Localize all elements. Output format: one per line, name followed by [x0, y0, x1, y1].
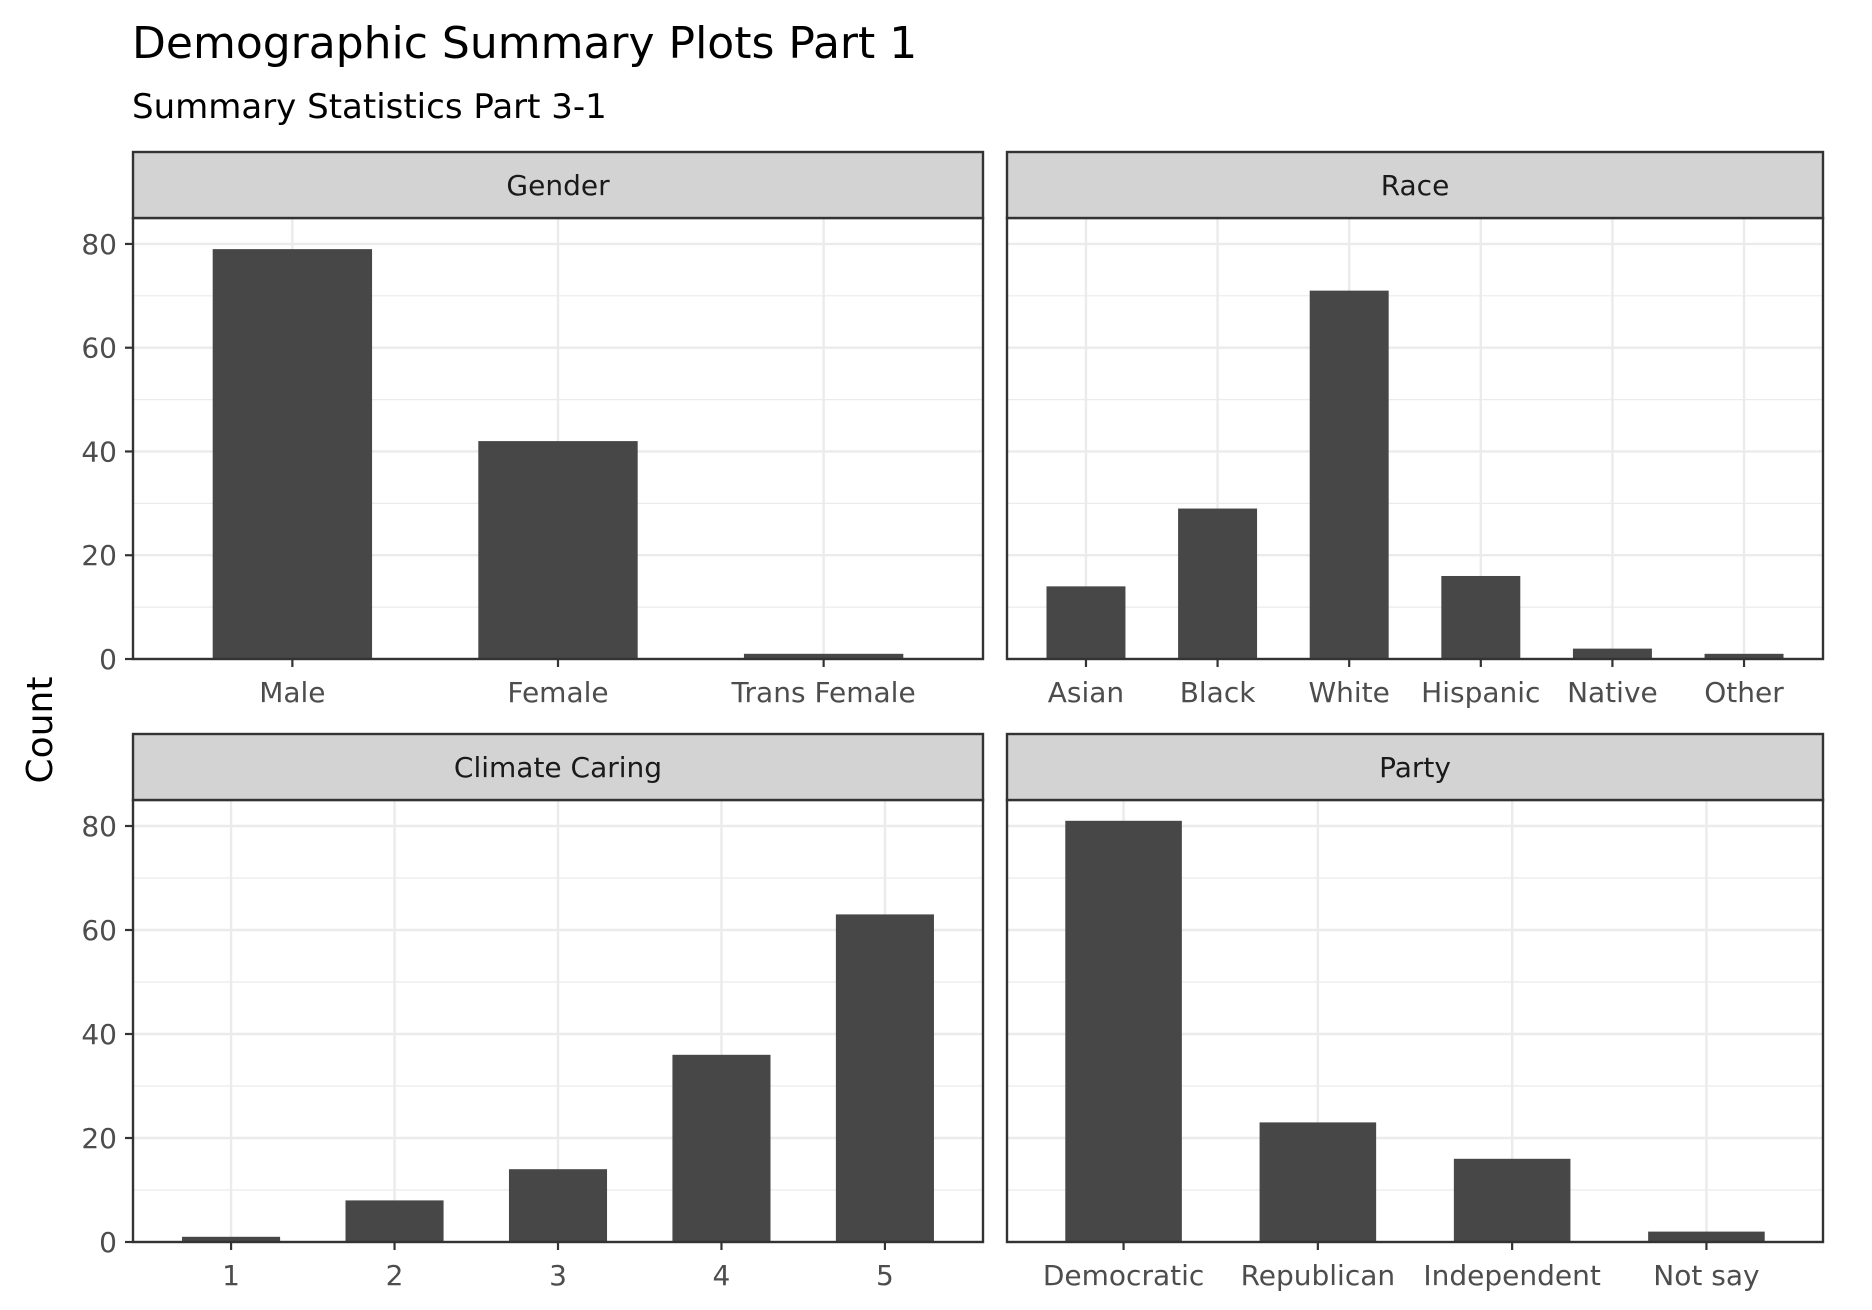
facet-strip: [1005, 150, 1825, 220]
y-tick-label: 20: [81, 539, 117, 572]
bar-race-other: [1704, 653, 1784, 659]
facet-race: Race Asian Black White Hispanic Native Other: [1005, 150, 1825, 709]
y-tick-label: 60: [81, 332, 117, 365]
facet-strip-label: Climate Caring: [454, 751, 662, 784]
facet-climate-caring: Climate Caring 1 2 3 4 5 0 20 40 60 80: [81, 732, 985, 1292]
y-tick-label: 0: [99, 1226, 117, 1259]
y-tick-label: 20: [81, 1122, 117, 1155]
panel-background: [1007, 218, 1823, 659]
x-tick-label: 1: [222, 1259, 240, 1292]
bar-party-democratic: [1065, 820, 1182, 1242]
y-tick-label: 40: [81, 435, 117, 468]
bar-gender-female: [478, 441, 638, 659]
x-tick-label: Trans Female: [731, 676, 916, 709]
facet-party: Party Democratic Republican Independent Not …: [1005, 732, 1825, 1292]
facet-strip-label: Party: [1379, 751, 1451, 784]
bar-party-republican: [1259, 1122, 1377, 1242]
x-tick-label: 2: [386, 1259, 404, 1292]
facet-strip-label: Gender: [506, 169, 610, 202]
y-tick-label: 0: [99, 643, 117, 676]
x-tick-label: Other: [1704, 676, 1784, 709]
y-tick-label: 80: [81, 810, 117, 843]
facet-strip: [131, 732, 985, 802]
chart-subtitle: Summary Statistics Part 3-1: [132, 87, 607, 127]
x-tick-label: Democratic: [1043, 1259, 1204, 1292]
y-axis-label: Count: [20, 677, 61, 784]
x-tick-label: Hispanic: [1421, 676, 1540, 709]
bar-race-asian: [1046, 586, 1126, 659]
x-tick-label: Male: [259, 676, 325, 709]
facet-strip: [131, 150, 985, 220]
y-tick-label: 80: [81, 228, 117, 261]
bar-climate-caring-5: [835, 914, 934, 1242]
bar-climate-caring-1: [182, 1236, 281, 1242]
bar-climate-caring-4: [672, 1054, 771, 1242]
facet-gender: Gender Male Female Trans Female 0 20 40 60 80: [81, 150, 985, 709]
x-tick-label: Independent: [1423, 1259, 1600, 1292]
bar-climate-caring-3: [508, 1169, 608, 1242]
x-tick-label: White: [1308, 676, 1389, 709]
y-tick-label: 60: [81, 914, 117, 947]
x-tick-label: Black: [1180, 676, 1257, 709]
y-tick-label: 40: [81, 1018, 117, 1051]
x-tick-label: Asian: [1048, 676, 1124, 709]
bar-race-white: [1309, 290, 1389, 659]
bar-party-independent: [1453, 1158, 1571, 1242]
x-tick-label: 3: [549, 1259, 567, 1292]
bar-race-black: [1178, 508, 1258, 659]
bar-race-hispanic: [1441, 575, 1521, 659]
facet-strip-label: Race: [1381, 169, 1450, 202]
chart-title: Demographic Summary Plots Part 1: [132, 18, 917, 69]
facet-strip: [1005, 732, 1825, 802]
x-tick-label: Female: [507, 676, 608, 709]
bar-party-not-say: [1648, 1231, 1765, 1242]
bar-race-native: [1572, 648, 1652, 659]
x-tick-label: Native: [1567, 676, 1658, 709]
x-tick-label: Not say: [1653, 1259, 1759, 1292]
bar-climate-caring-2: [345, 1200, 444, 1242]
bar-gender-male: [212, 249, 373, 660]
bar-gender-trans-female: [743, 653, 904, 659]
x-tick-label: 4: [713, 1259, 731, 1292]
x-tick-label: Republican: [1241, 1259, 1396, 1292]
x-tick-label: 5: [876, 1259, 894, 1292]
